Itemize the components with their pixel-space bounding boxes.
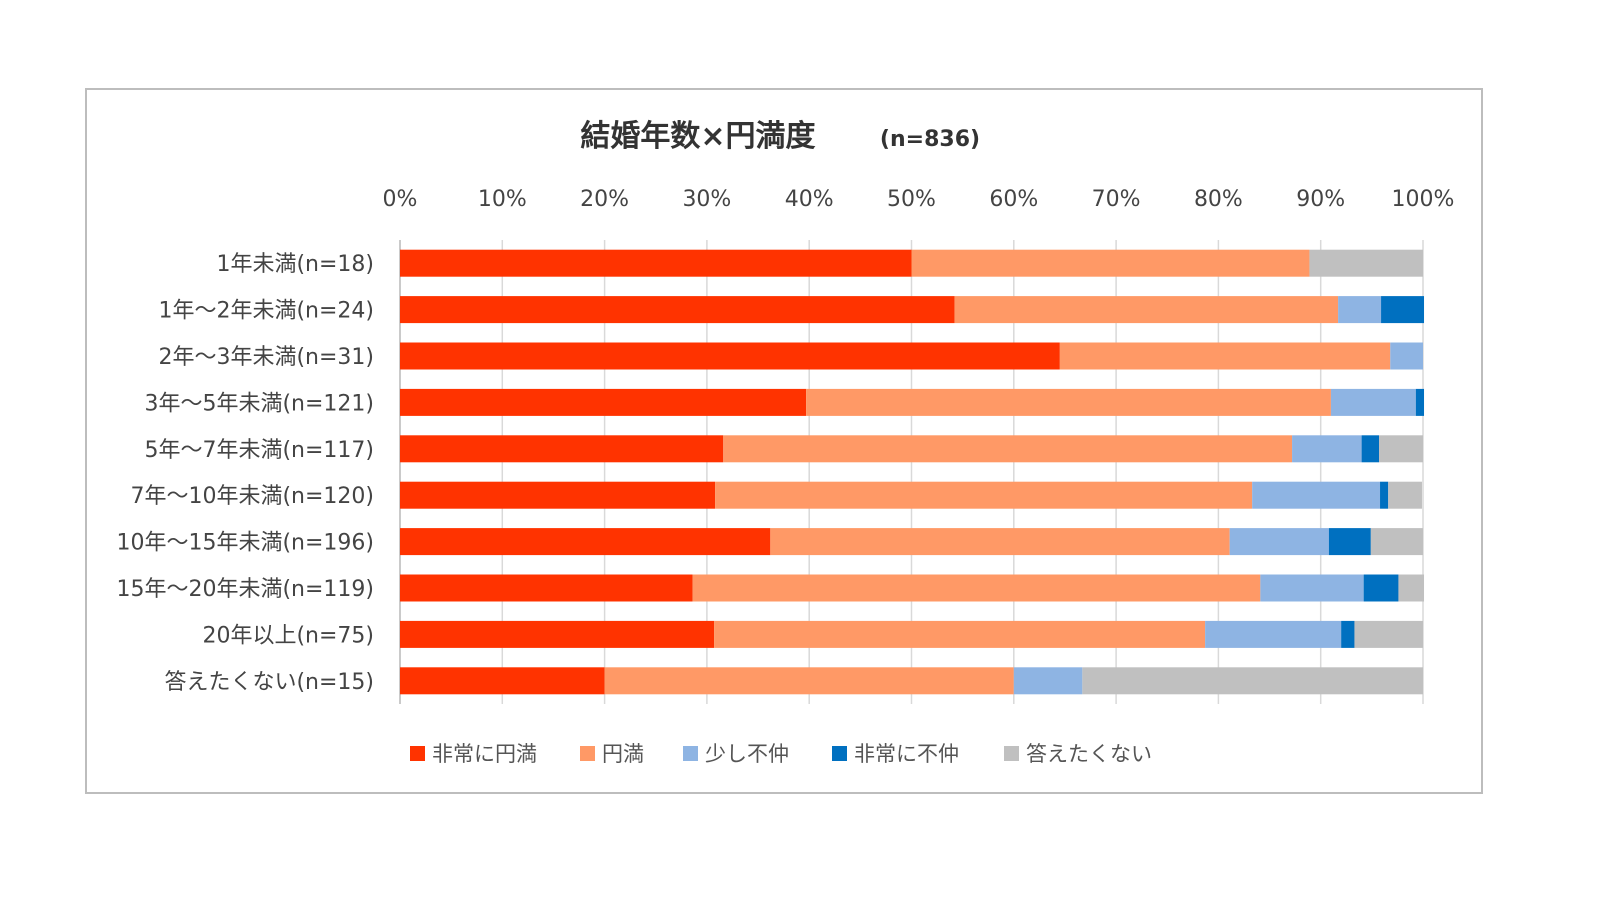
bar-segment — [723, 435, 1293, 463]
bar-segment — [770, 528, 1230, 556]
legend-label: 答えたくない — [1026, 742, 1152, 766]
bar-segment — [1354, 620, 1423, 648]
x-tick-label: 70% — [1092, 187, 1141, 212]
x-tick-labels: 0% 10% 20% 30% 40% 50% 60% 70% 80% 90% 100% — [383, 187, 1455, 212]
category-label: 10年～15年未満(n=196) — [116, 531, 374, 556]
category-label: 答えたくない(n=15) — [164, 670, 374, 695]
legend-label: 非常に不仲 — [854, 742, 959, 766]
bar-segment — [604, 667, 1014, 695]
bar-segment — [1309, 249, 1423, 277]
x-tick-label: 80% — [1194, 187, 1243, 212]
category-label: 5年～7年未満(n=117) — [144, 438, 374, 463]
bar-segment — [806, 388, 1331, 416]
category-label: 20年以上(n=75) — [202, 623, 374, 648]
legend-swatch — [580, 746, 595, 761]
x-tick-label: 100% — [1392, 187, 1455, 212]
bar-segment — [1059, 342, 1391, 370]
x-tick-label: 50% — [887, 187, 936, 212]
chart-title: 結婚年数×円満度 — [580, 119, 815, 154]
legend-swatch — [1004, 746, 1019, 761]
bar-segment — [692, 574, 1261, 602]
bar-segment — [400, 296, 955, 324]
bar-segment — [400, 481, 716, 509]
x-tick-label: 40% — [785, 187, 834, 212]
bar-segment — [400, 574, 693, 602]
x-tick-label: 90% — [1296, 187, 1345, 212]
bar-segment — [400, 667, 605, 695]
bar-segment — [1361, 435, 1380, 463]
bar-segment — [400, 388, 807, 416]
bar-segment — [1390, 342, 1423, 370]
bar-segment — [1260, 574, 1364, 602]
x-tick-label: 30% — [682, 187, 731, 212]
legend-swatch — [410, 746, 425, 761]
bar-segment — [714, 620, 1206, 648]
bar-segment — [1370, 528, 1423, 556]
bar-segment — [1341, 620, 1355, 648]
bar-segment — [1380, 481, 1389, 509]
legend-label: 少し不仲 — [705, 742, 789, 766]
bar-segment — [1328, 528, 1371, 556]
x-tick-label: 20% — [580, 187, 629, 212]
legend: 非常に円満 円満 少し不仲 非常に不仲 答えたくない — [410, 742, 1152, 766]
bar-segment — [1252, 481, 1381, 509]
x-tick-label: 60% — [989, 187, 1038, 212]
bar-segment — [400, 342, 1060, 370]
chart-subtitle: (n=836) — [880, 127, 980, 152]
category-label: 1年～2年未満(n=24) — [158, 299, 374, 324]
legend-swatch — [683, 746, 698, 761]
bar-segment — [1013, 667, 1083, 695]
category-label: 7年～10年未満(n=120) — [130, 484, 374, 509]
bar-segment — [911, 249, 1310, 277]
x-tick-label: 10% — [478, 187, 527, 212]
bar-segment — [1415, 388, 1425, 416]
x-tick-label: 0% — [383, 187, 418, 212]
bar-segment — [400, 528, 771, 556]
bar-segment — [400, 249, 912, 277]
bar-segment — [1388, 481, 1422, 509]
bar-segment — [1381, 296, 1425, 324]
bar-segment — [400, 620, 715, 648]
category-label: 3年～5年未満(n=121) — [144, 391, 374, 416]
bar-segment — [1229, 528, 1329, 556]
bar-segment — [1398, 574, 1425, 602]
bar-segment — [1330, 388, 1416, 416]
bar-segment — [1363, 574, 1399, 602]
legend-label: 円満 — [602, 742, 644, 766]
bar-segment — [400, 435, 724, 463]
bars — [400, 249, 1425, 695]
bar-segment — [1082, 667, 1423, 695]
legend-swatch — [832, 746, 847, 761]
bar-segment — [1292, 435, 1362, 463]
category-labels: 1年未満(n=18) 1年～2年未満(n=24) 2年～3年未満(n=31) 3年～5… — [116, 252, 374, 695]
category-label: 15年～20年未満(n=119) — [116, 577, 374, 602]
bar-segment — [954, 296, 1339, 324]
bar-segment — [1379, 435, 1423, 463]
bar-segment — [1205, 620, 1342, 648]
category-label: 1年未満(n=18) — [216, 252, 374, 277]
bar-segment — [1338, 296, 1382, 324]
legend-label: 非常に円満 — [432, 742, 537, 766]
category-label: 2年～3年未満(n=31) — [158, 345, 374, 370]
bar-segment — [715, 481, 1253, 509]
